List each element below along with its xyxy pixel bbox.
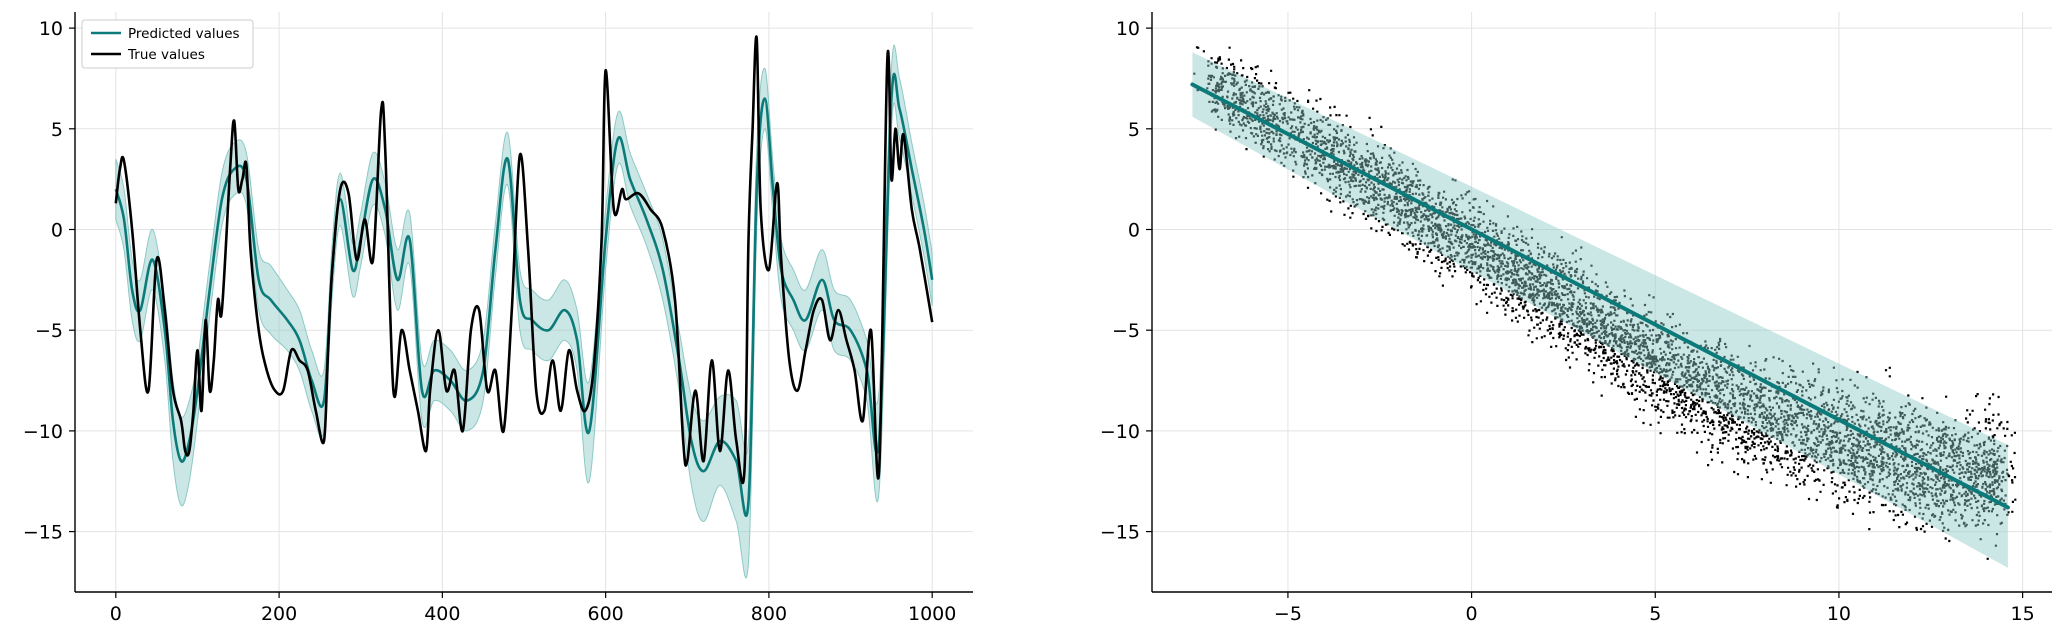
x-tick-label: 10 [1827,603,1851,625]
y-tick-label: −5 [35,320,63,342]
y-tick-label: 0 [51,220,63,242]
legend-label-true: True values [127,47,205,63]
x-tick-label: 1000 [908,603,956,625]
x-tick-label: 5 [1649,603,1661,625]
x-tick-label: 200 [261,603,297,625]
series-lines [114,35,934,517]
fit-line [1190,82,2010,510]
x-tick-label: −5 [1274,603,1302,625]
y-tick-label: 0 [1128,220,1140,242]
tick-labels: 0 200 400 600 800 1000 10 5 0 −5 −10 −15 [23,18,956,625]
scatter-point-cloud [1193,46,2017,560]
y-tick-label: −15 [1100,522,1140,544]
y-tick-label: 10 [39,18,63,40]
regression-line [1190,82,2010,510]
axes [1146,12,2052,598]
y-tick-label: −10 [1100,421,1140,443]
legend: Predicted values True values [81,19,254,69]
fit-band [1192,52,2008,568]
x-tick-label: 0 [1466,603,1478,625]
grid [1152,12,2052,592]
scatter-panel: −5 0 5 10 15 10 5 0 −5 −10 −15 [1100,12,2052,625]
legend-box [81,19,254,69]
x-tick-label: 800 [751,603,787,625]
x-tick-label: 15 [2011,603,2035,625]
axes [69,12,973,598]
y-tick-label: 10 [1116,18,1140,40]
scatter-points [1193,46,2017,560]
x-tick-label: 0 [110,603,122,625]
fit-confidence-band [1192,52,2008,568]
y-tick-label: 5 [1128,119,1140,141]
y-tick-label: −5 [1112,320,1140,342]
x-tick-label: 400 [424,603,460,625]
y-tick-label: −10 [23,421,63,443]
y-tick-label: −15 [23,522,63,544]
x-tick-label: 600 [588,603,624,625]
time-series-panel: 0 200 400 600 800 1000 10 5 0 −5 −10 −15 Predicted … [23,12,973,625]
tick-labels: −5 0 5 10 15 10 5 0 −5 −10 −15 [1100,18,2035,625]
true-values-line [114,35,934,484]
y-tick-label: 5 [51,119,63,141]
legend-label-predicted: Predicted values [128,26,240,42]
